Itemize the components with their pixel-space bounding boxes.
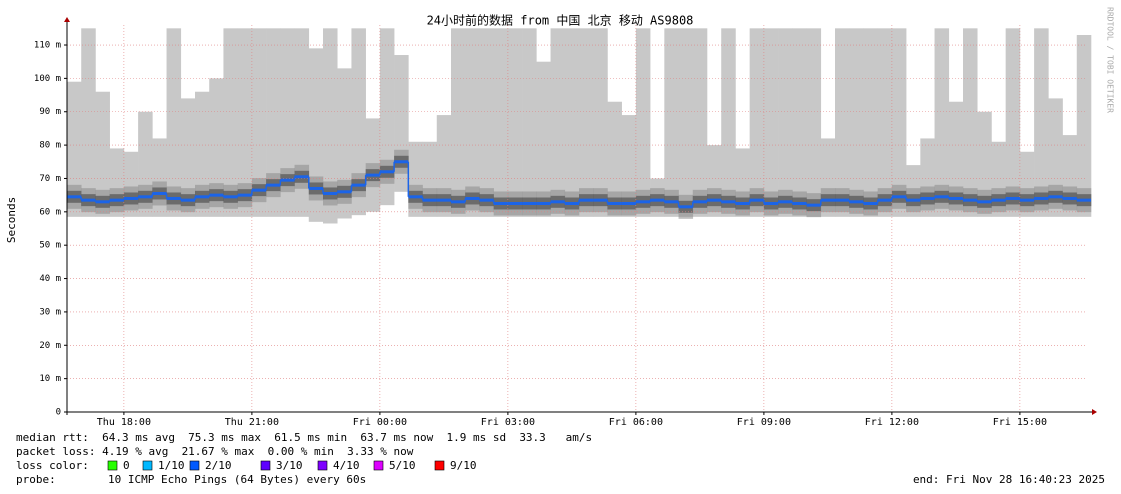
smoke — [81, 28, 96, 217]
legend-swatch — [317, 460, 328, 471]
y-tick-label: 20 m — [39, 341, 61, 351]
smoke — [209, 78, 224, 217]
smoke — [721, 28, 736, 217]
smoke — [564, 28, 580, 217]
y-tick-label: 70 m — [39, 174, 61, 184]
legend-swatch — [142, 460, 153, 471]
smoke — [266, 28, 281, 217]
smoke — [863, 28, 878, 217]
probe: 10 ICMP Echo Pings (64 Bytes) every 60s — [108, 473, 366, 486]
stats-line: median rtt: 64.3 ms avg 75.3 ms max 61.5… — [16, 431, 592, 444]
x-tick-label: Fri 09:00 — [737, 417, 791, 428]
legend-swatch — [107, 460, 118, 471]
smoke — [607, 101, 622, 217]
smoke — [1005, 28, 1021, 217]
x-tick-label: Fri 06:00 — [609, 417, 663, 428]
x-tick-label: Fri 15:00 — [993, 417, 1047, 428]
smoke — [166, 28, 182, 217]
smoke — [934, 28, 950, 217]
y-tick-label: 110 m — [34, 41, 61, 51]
smoke — [778, 28, 793, 217]
x-tick-label: Fri 12:00 — [865, 417, 919, 428]
smoke — [223, 28, 238, 217]
smoke — [237, 28, 253, 217]
smoke — [479, 28, 494, 217]
chart-title: 24小时前的数据 from 中国 北京 移动 AS9808 — [427, 13, 694, 28]
legend-swatch — [189, 460, 200, 471]
smoke — [465, 28, 480, 217]
end-time: end: Fri Nov 28 16:40:23 2025 — [913, 473, 1105, 486]
smoke — [180, 98, 196, 217]
smoke — [678, 28, 694, 217]
legend-label: 5/10 — [389, 459, 416, 472]
x-tick-label: Thu 18:00 — [97, 417, 151, 428]
smoke — [891, 28, 907, 217]
legend-label: 3/10 — [276, 459, 303, 472]
smoke — [749, 28, 765, 217]
loss-label: loss color: — [16, 459, 89, 472]
smoke — [792, 28, 807, 217]
smoke — [95, 91, 110, 217]
smoke — [692, 28, 708, 217]
x-tick-label: Fri 03:00 — [481, 417, 535, 428]
smoke — [635, 28, 651, 217]
y-tick-label: 10 m — [39, 374, 61, 384]
smoke — [849, 28, 864, 217]
probe-label: probe: — [16, 473, 56, 486]
smoke — [451, 28, 466, 217]
smoke — [493, 28, 509, 217]
watermark: RRDTOOL / TOBI OETIKER — [1106, 7, 1115, 113]
smoke — [351, 28, 366, 216]
legend-label: 2/10 — [205, 459, 232, 472]
smoke — [877, 28, 893, 217]
smoke — [579, 28, 594, 217]
x-tick-label: Thu 21:00 — [225, 417, 279, 428]
legend-swatch — [260, 460, 271, 471]
y-tick-label: 100 m — [34, 74, 61, 84]
smoke — [507, 28, 523, 217]
smoke — [835, 28, 850, 217]
legend-label: 0 — [123, 459, 130, 472]
y-tick-label: 30 m — [39, 307, 61, 317]
y-tick-label: 60 m — [39, 207, 61, 217]
legend-label: 9/10 — [450, 459, 477, 472]
smoke — [621, 115, 637, 217]
y-tick-label: 0 — [56, 408, 61, 418]
legend-label: 1/10 — [158, 459, 185, 472]
smoke — [67, 81, 82, 217]
smoke — [1034, 28, 1049, 217]
y-axis-label: Seconds — [5, 197, 18, 243]
stats-line: packet loss: 4.19 % avg 21.67 % max 0.00… — [16, 445, 414, 458]
smoke — [593, 28, 608, 217]
y-tick-label: 90 m — [39, 107, 61, 117]
y-tick-label: 40 m — [39, 274, 61, 284]
smoke — [664, 28, 679, 217]
y-tick-label: 50 m — [39, 241, 61, 251]
smoke — [550, 28, 566, 217]
smoke — [522, 28, 537, 217]
smoke — [763, 28, 779, 217]
smoke — [806, 28, 822, 217]
smoke — [251, 28, 267, 217]
x-tick-label: Fri 00:00 — [353, 417, 407, 428]
smoke — [323, 28, 338, 224]
smoke — [1076, 35, 1092, 217]
legend-swatch — [373, 460, 384, 471]
y-tick-label: 80 m — [39, 141, 61, 151]
legend-swatch — [434, 460, 445, 471]
legend-label: 4/10 — [333, 459, 360, 472]
smoke — [963, 28, 978, 217]
smoke — [536, 61, 551, 217]
axis-arrow — [1092, 409, 1097, 415]
axis-arrow — [64, 17, 70, 22]
